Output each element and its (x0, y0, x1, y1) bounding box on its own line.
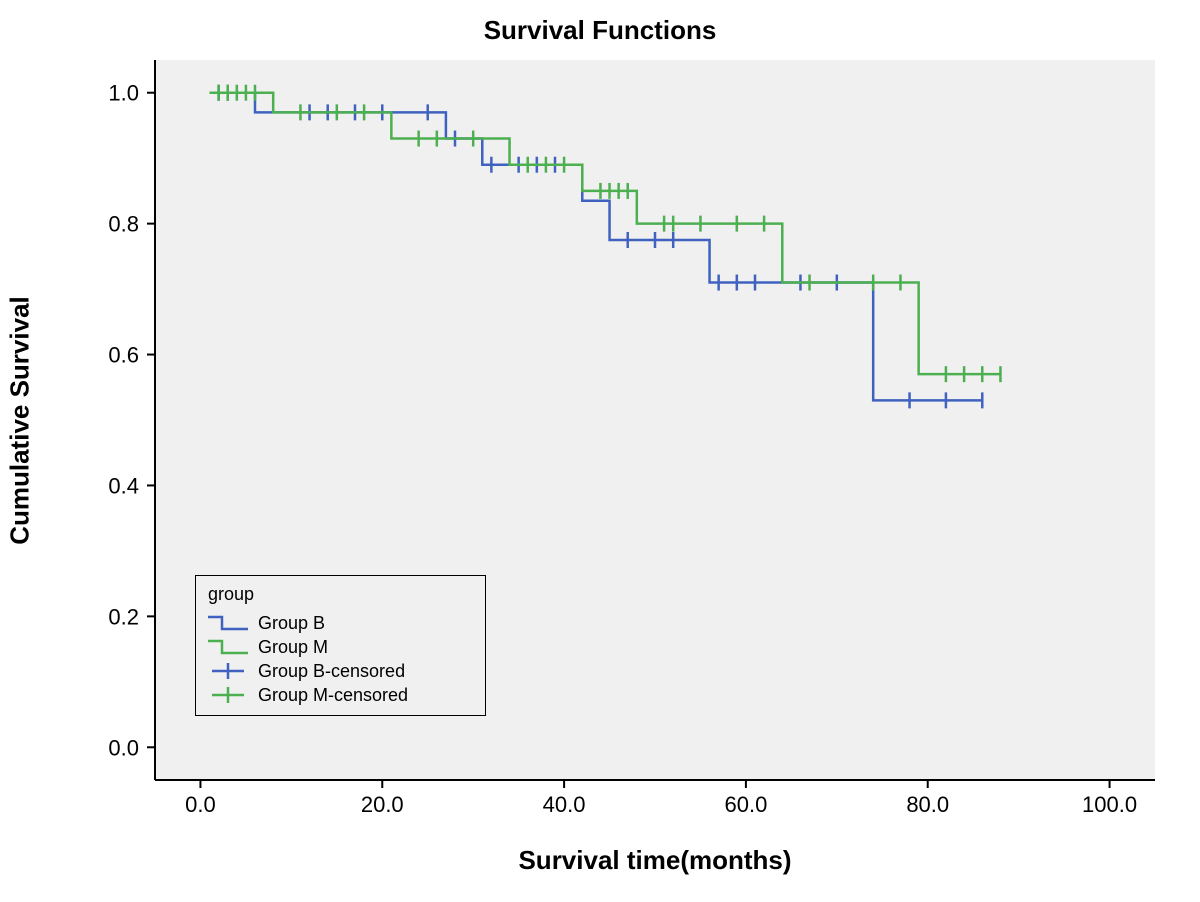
plot-svg: 0.0 20.0 40.0 60.0 80.0 100.0 0.0 0.2 0.4 0.6 0.8 1… (0, 0, 1200, 902)
survival-chart: Survival Functions Cumulative Survival S… (0, 0, 1200, 902)
censor-icon (208, 661, 248, 681)
legend-items: Group B Group M Group B-censored Group M-ce… (208, 611, 473, 707)
x-tick-label: 80.0 (906, 792, 949, 817)
y-tick-label: 1.0 (108, 81, 139, 106)
legend-label: Group B (258, 613, 325, 634)
legend-item: Group B-censored (208, 659, 473, 683)
legend-label: Group B-censored (258, 661, 405, 682)
step-line-icon (208, 613, 248, 633)
step-line-icon (208, 637, 248, 657)
y-tick-label: 0.8 (108, 212, 139, 237)
legend-label: Group M (258, 637, 328, 658)
x-tick-label: 20.0 (361, 792, 404, 817)
y-tick-label: 0.2 (108, 604, 139, 629)
y-tick-label: 0.4 (108, 473, 139, 498)
x-tick-label: 100.0 (1082, 792, 1137, 817)
x-tick-label: 0.0 (185, 792, 216, 817)
y-tick-label: 0.6 (108, 343, 139, 368)
legend: group Group BGroup MGroup B-censoredGrou… (195, 575, 486, 716)
legend-item: Group M (208, 635, 473, 659)
legend-title: group (208, 584, 473, 605)
legend-item: Group M-censored (208, 683, 473, 707)
x-tick-label: 60.0 (724, 792, 767, 817)
legend-label: Group M-censored (258, 685, 408, 706)
censor-icon (208, 685, 248, 705)
y-tick-label: 0.0 (108, 735, 139, 760)
legend-item: Group B (208, 611, 473, 635)
x-tick-label: 40.0 (543, 792, 586, 817)
